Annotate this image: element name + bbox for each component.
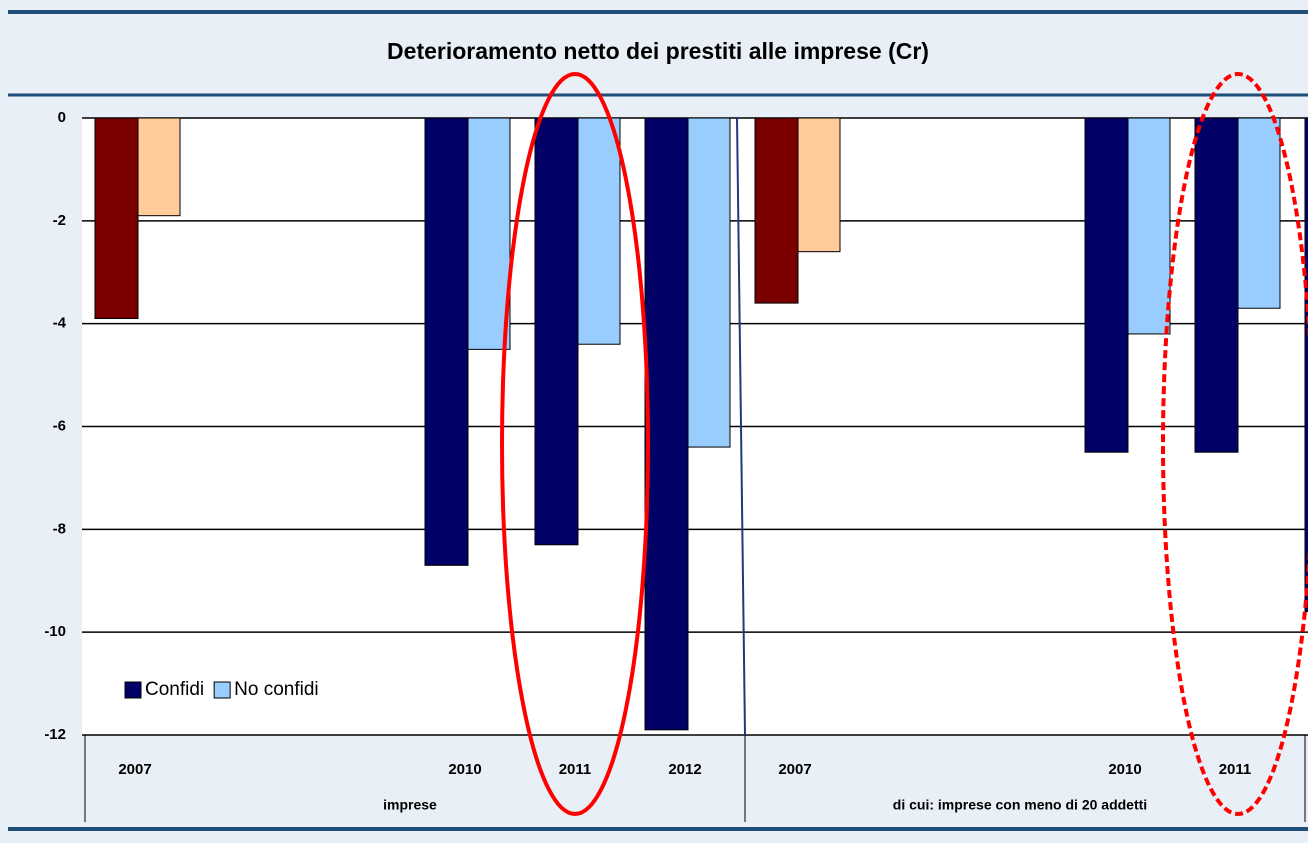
bar (94, 117, 139, 320)
bar (797, 117, 841, 253)
x-tick-label: 2011 (1219, 761, 1252, 778)
legend-label: No confidi (234, 679, 319, 700)
bar (644, 117, 689, 731)
bar (424, 117, 469, 566)
legend-swatch (213, 681, 231, 699)
bar (534, 117, 579, 546)
x-tick-label: 2007 (778, 761, 811, 778)
y-tick-label: 0 (58, 109, 66, 126)
x-tick-label: 2010 (1108, 761, 1141, 778)
x-tick-label: 2012 (668, 761, 701, 778)
legend-swatch (124, 681, 142, 699)
x-tick-label: 2010 (448, 761, 481, 778)
group-label: di cui: imprese con meno di 20 addetti (893, 797, 1147, 813)
bar (1084, 117, 1129, 453)
x-tick-label: 2007 (118, 761, 151, 778)
legend-label: Confidi (145, 679, 204, 700)
bar (1194, 117, 1239, 453)
x-tick-label: 2011 (559, 761, 592, 778)
group-label: imprese (383, 797, 437, 813)
y-tick-label: -4 (53, 315, 67, 332)
plot: 0 -2 -4 -6 -8 -10 -12 2007 2010 2011 2012 2007 2010 2… (44, 109, 1308, 822)
bar (467, 117, 511, 350)
bar (1304, 117, 1308, 613)
bar (1237, 117, 1281, 309)
bar (137, 117, 181, 217)
y-tick-label: -12 (44, 726, 66, 743)
y-tick-label: -8 (53, 520, 66, 537)
bar (754, 117, 799, 304)
y-tick-label: -6 (53, 417, 66, 434)
highlight-ellipse (500, 72, 650, 816)
chart-title: Deterioramento netto dei prestiti alle i… (387, 38, 929, 64)
y-tick-label: -10 (44, 623, 66, 640)
highlight-ellipse-dashed (1161, 72, 1308, 816)
y-tick-label: -2 (53, 212, 66, 229)
bar (577, 117, 621, 345)
panel-divider (736, 117, 746, 736)
bar (687, 117, 731, 448)
bar (1127, 117, 1171, 335)
